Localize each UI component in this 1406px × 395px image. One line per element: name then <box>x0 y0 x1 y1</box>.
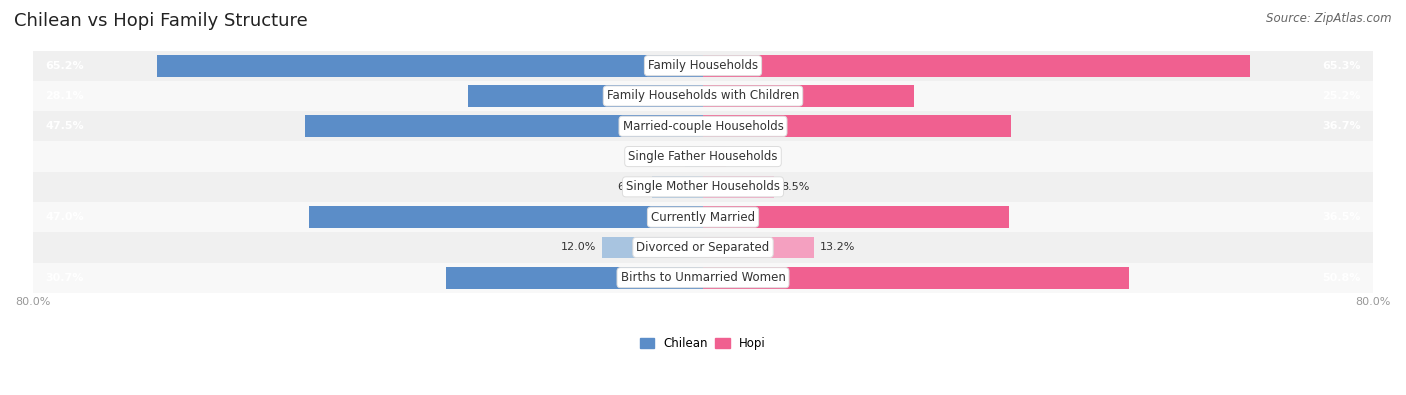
Bar <box>703 206 1010 228</box>
Text: Family Households with Children: Family Households with Children <box>607 90 799 102</box>
Text: Currently Married: Currently Married <box>651 211 755 224</box>
Bar <box>703 267 1129 289</box>
Bar <box>685 146 703 167</box>
Text: 12.0%: 12.0% <box>561 243 596 252</box>
Text: Married-couple Households: Married-couple Households <box>623 120 783 133</box>
Legend: Chilean, Hopi: Chilean, Hopi <box>636 332 770 355</box>
Text: 65.2%: 65.2% <box>45 61 84 71</box>
Text: 36.5%: 36.5% <box>1322 212 1361 222</box>
Text: 50.8%: 50.8% <box>1323 273 1361 283</box>
Bar <box>32 111 1374 141</box>
Text: Source: ZipAtlas.com: Source: ZipAtlas.com <box>1267 12 1392 25</box>
Bar <box>602 237 703 258</box>
Bar <box>446 267 703 289</box>
Text: Births to Unmarried Women: Births to Unmarried Women <box>620 271 786 284</box>
Text: 8.5%: 8.5% <box>780 182 810 192</box>
Bar <box>32 81 1374 111</box>
Bar <box>32 141 1374 172</box>
Text: 2.8%: 2.8% <box>733 152 762 162</box>
Text: 65.3%: 65.3% <box>1322 61 1361 71</box>
Bar <box>468 85 703 107</box>
Text: 25.2%: 25.2% <box>1322 91 1361 101</box>
Text: Family Households: Family Households <box>648 59 758 72</box>
Bar <box>703 85 914 107</box>
Bar <box>32 232 1374 263</box>
Text: Chilean vs Hopi Family Structure: Chilean vs Hopi Family Structure <box>14 12 308 30</box>
Text: Divorced or Separated: Divorced or Separated <box>637 241 769 254</box>
Text: 6.1%: 6.1% <box>617 182 645 192</box>
Bar <box>32 51 1374 81</box>
Text: 28.1%: 28.1% <box>45 91 84 101</box>
Text: 36.7%: 36.7% <box>1322 121 1361 131</box>
Bar <box>305 115 703 137</box>
Bar <box>32 263 1374 293</box>
Bar <box>703 237 814 258</box>
Text: 47.0%: 47.0% <box>45 212 84 222</box>
Bar <box>32 172 1374 202</box>
Text: Single Father Households: Single Father Households <box>628 150 778 163</box>
Text: 47.5%: 47.5% <box>45 121 84 131</box>
Text: 2.2%: 2.2% <box>650 152 678 162</box>
Text: Single Mother Households: Single Mother Households <box>626 181 780 193</box>
Text: 13.2%: 13.2% <box>820 243 856 252</box>
Bar <box>309 206 703 228</box>
Bar <box>32 202 1374 232</box>
Bar <box>703 55 1250 77</box>
Text: 30.7%: 30.7% <box>45 273 83 283</box>
Bar <box>652 176 703 198</box>
Bar <box>156 55 703 77</box>
Bar <box>703 176 775 198</box>
Bar <box>703 146 727 167</box>
Bar <box>703 115 1011 137</box>
